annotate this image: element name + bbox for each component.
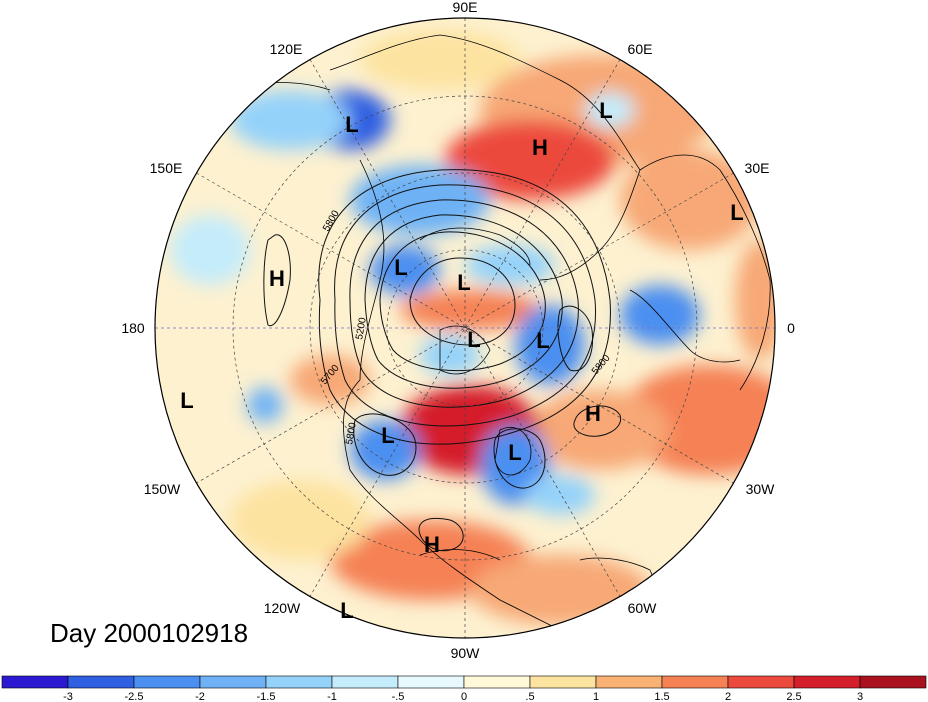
colorbar-tick-label: -1.5 xyxy=(257,691,276,702)
colorbar-swatch xyxy=(529,675,597,689)
contour-label: 5800 xyxy=(344,421,359,445)
high-center: H xyxy=(532,135,548,160)
colorbar-tick-label: -.5 xyxy=(392,691,405,702)
colorbar-swatch xyxy=(67,675,135,689)
coastlines xyxy=(229,34,771,631)
colorbar-swatch xyxy=(1,675,69,689)
colorbar-tick-label: -2 xyxy=(195,691,205,702)
lon-label-90e: 90E xyxy=(453,0,478,15)
low-center: L xyxy=(536,328,549,353)
colorbar-swatch xyxy=(595,675,663,689)
high-center: H xyxy=(269,266,285,291)
lon-label-90w: 90W xyxy=(451,645,481,661)
longitude-labels: 90E 60E 30E 0 30W 60W 90W 120W 150W 180 … xyxy=(121,0,795,661)
high-center: H xyxy=(424,532,440,557)
colorbar-tick-label: -2.5 xyxy=(125,691,144,702)
colorbar-swatch xyxy=(463,675,531,689)
colorbar-tick-label: 1.5 xyxy=(654,691,669,702)
low-center: L xyxy=(381,423,394,448)
colorbar-tick-label: 2 xyxy=(725,691,731,702)
colorbar-tick-label: .5 xyxy=(525,691,534,702)
high-center: H xyxy=(585,401,601,426)
low-center: L xyxy=(457,270,470,295)
colorbar-tick-label: 2.5 xyxy=(786,691,801,702)
lon-label-30e: 30E xyxy=(745,160,770,176)
colorbar-swatch xyxy=(727,675,795,689)
colorbar-tick-label: -1 xyxy=(327,691,337,702)
lon-label-150e: 150E xyxy=(150,160,183,176)
colorbar-swatch xyxy=(859,675,927,689)
colorbar-swatch xyxy=(199,675,267,689)
lon-label-180: 180 xyxy=(121,320,145,336)
low-center: L xyxy=(467,327,480,352)
low-center: L xyxy=(180,388,193,413)
colorbar-swatch xyxy=(133,675,201,689)
colorbar-swatch xyxy=(265,675,333,689)
colorbar-tick-label: 1 xyxy=(593,691,599,702)
height-contours xyxy=(263,169,622,552)
lon-label-120w: 120W xyxy=(264,600,301,616)
graticule xyxy=(155,18,775,638)
lon-label-60e: 60E xyxy=(628,41,653,57)
colorbar-tick-label: 0 xyxy=(461,691,467,702)
low-center: L xyxy=(599,98,612,123)
low-center: L xyxy=(508,440,521,465)
contour-label: 5200 xyxy=(354,316,369,340)
low-center: L xyxy=(345,112,358,137)
low-center: L xyxy=(394,255,407,280)
colorbar: -3 -2.5 -2 -1.5 -1 -.5 0 .5 1 1.5 2 2.5 3 xyxy=(1,675,927,702)
lon-label-30w: 30W xyxy=(746,481,776,497)
map-boundary xyxy=(154,17,776,639)
colorbar-swatch xyxy=(661,675,729,689)
pressure-centers: H H H H L L L L L L L L L L L xyxy=(180,98,743,623)
colorbar-swatch xyxy=(397,675,465,689)
colorbar-swatch xyxy=(793,675,861,689)
lon-label-120e: 120E xyxy=(270,41,303,57)
low-center: L xyxy=(340,598,353,623)
colorbar-tick-label: 3 xyxy=(857,691,863,702)
low-center: L xyxy=(730,200,743,225)
colorbar-tick-label: -3 xyxy=(63,691,73,702)
lon-label-60w: 60W xyxy=(628,600,658,616)
map-title: Day 2000102918 xyxy=(50,618,249,648)
colorbar-swatch xyxy=(331,675,399,689)
lon-label-150w: 150W xyxy=(144,481,181,497)
lon-label-0: 0 xyxy=(787,320,795,336)
